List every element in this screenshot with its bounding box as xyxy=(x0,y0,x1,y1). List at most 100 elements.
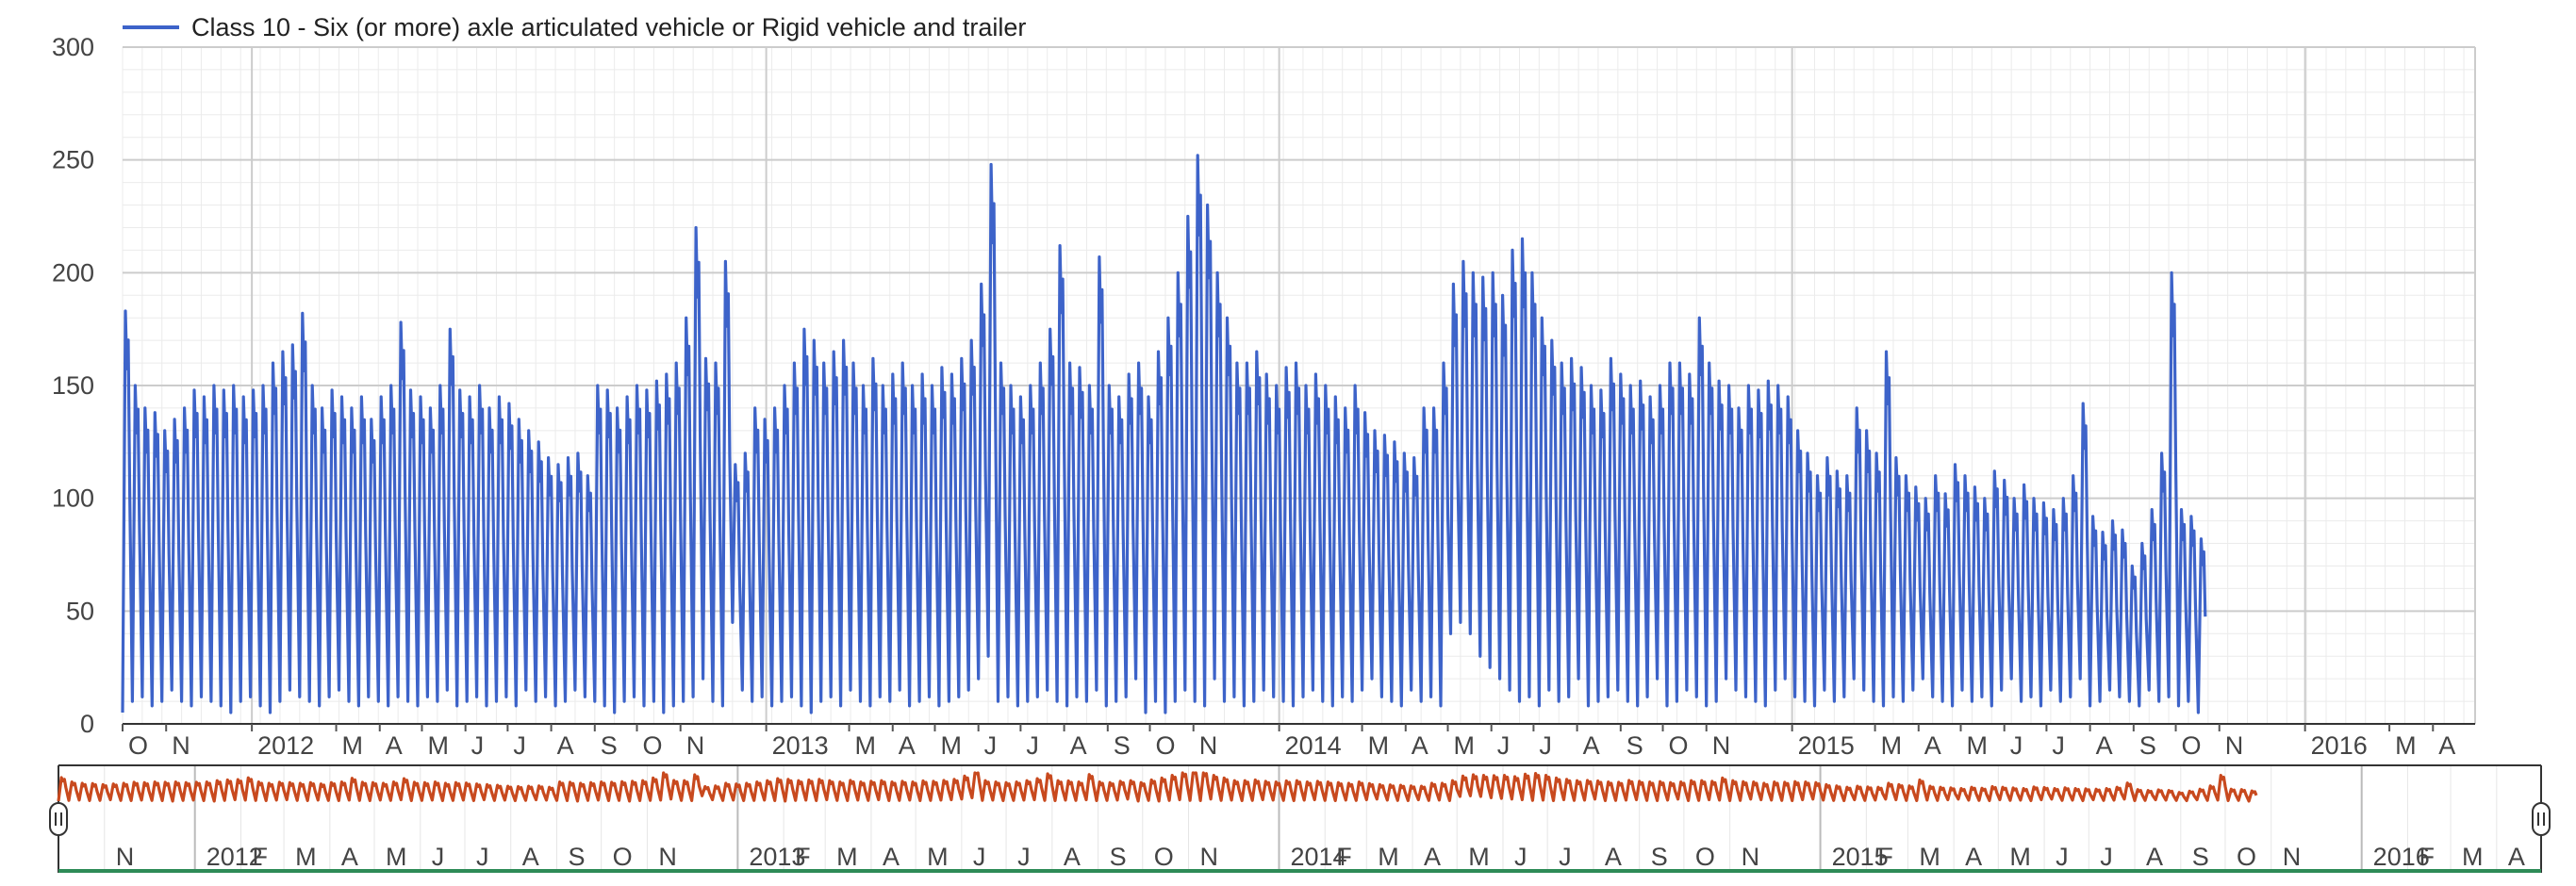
x-tick-label: M xyxy=(940,731,962,760)
navigator-tick-label: A xyxy=(2508,843,2525,871)
navigator-tick-label: M xyxy=(836,843,858,871)
navigator-tick-label: J xyxy=(2100,843,2113,871)
y-tick-label: 150 xyxy=(52,371,94,400)
x-tick-label: M xyxy=(1368,731,1390,760)
navigator-tick-label: O xyxy=(1154,843,1174,871)
x-tick-label: A xyxy=(1412,731,1428,760)
navigator-tick-label: N xyxy=(116,843,135,871)
navigator-tick-label: A xyxy=(341,843,358,871)
x-tick-label: 2016 xyxy=(2311,731,2368,760)
x-tick-label: O xyxy=(1156,731,1176,760)
handle-grip[interactable] xyxy=(2532,802,2551,836)
x-tick-label: M xyxy=(427,731,449,760)
x-tick-label: N xyxy=(2225,731,2244,760)
navigator-tick-label: S xyxy=(1651,843,1668,871)
x-tick-label: N xyxy=(1199,731,1218,760)
x-tick-label: J xyxy=(471,731,485,760)
x-tick-label: N xyxy=(1712,731,1731,760)
navigator-left-handle[interactable] xyxy=(49,802,68,836)
x-tick-label: A xyxy=(1583,731,1600,760)
x-tick-label: N xyxy=(172,731,190,760)
x-tick-label: M xyxy=(1453,731,1475,760)
x-tick-label: A xyxy=(899,731,916,760)
navigator-tick-label: N xyxy=(658,843,677,871)
y-tick-label: 250 xyxy=(52,146,94,174)
x-tick-label: 2013 xyxy=(772,731,829,760)
navigator-tick-label: O xyxy=(613,843,633,871)
navigator-tick-label: M xyxy=(1378,843,1399,871)
x-tick-label: M xyxy=(2395,731,2417,760)
navigator-right-handle[interactable] xyxy=(2532,802,2551,836)
legend-label: Class 10 - Six (or more) axle articulate… xyxy=(191,13,1026,41)
navigator-tick-label: J xyxy=(1559,843,1572,871)
navigator-tick-label: O xyxy=(1695,843,1715,871)
navigator-tick-label: J xyxy=(476,843,489,871)
x-tick-label: O xyxy=(1669,731,1689,760)
x-tick-label: N xyxy=(686,731,705,760)
navigator-tick-label: O xyxy=(2237,843,2256,871)
x-tick-label: O xyxy=(643,731,663,760)
navigator-tick-label: F xyxy=(2419,843,2435,871)
navigator-tick-label: J xyxy=(1017,843,1031,871)
navigator-tick-label: N xyxy=(1200,843,1219,871)
x-tick-label: J xyxy=(984,731,998,760)
navigator-tick-label: M xyxy=(295,843,317,871)
x-tick-label: A xyxy=(1924,731,1941,760)
navigator-tick-label: J xyxy=(432,843,445,871)
navigator-tick-label: S xyxy=(2192,843,2209,871)
navigator-tick-label: M xyxy=(1468,843,1490,871)
x-tick-label: S xyxy=(601,731,618,760)
x-tick-label: A xyxy=(386,731,403,760)
x-tick-label: J xyxy=(1539,731,1552,760)
x-tick-label: 2014 xyxy=(1285,731,1342,760)
handle-grip[interactable] xyxy=(49,802,68,836)
x-tick-label: 2012 xyxy=(257,731,314,760)
navigator-tick-label: J xyxy=(973,843,986,871)
x-axis-ticks: O N 2012 M A M J J A S O N 2013 M A M J J A S O N 2014 M A M J J A S O… xyxy=(122,724,2455,760)
navigator-tick-label: M xyxy=(386,843,407,871)
navigator-tick-label: A xyxy=(1965,843,1982,871)
navigator-tick-label: N xyxy=(2283,843,2302,871)
navigator-tick-label: J xyxy=(1514,843,1527,871)
navigator-tick-label: A xyxy=(1605,843,1622,871)
x-tick-label: M xyxy=(855,731,877,760)
navigator-tick-label: N xyxy=(1742,843,1760,871)
navigator-tick-label: M xyxy=(2462,843,2484,871)
x-tick-label: M xyxy=(342,731,364,760)
series-line xyxy=(121,154,2207,714)
navigator-tick-label: A xyxy=(883,843,900,871)
navigator-tick-label: M xyxy=(927,843,949,871)
navigator-tick-label: A xyxy=(1064,843,1081,871)
x-tick-label: S xyxy=(2139,731,2156,760)
x-tick-label: J xyxy=(1026,731,1039,760)
navigator-tick-label: A xyxy=(1424,843,1441,871)
navigator-tick-label: 2015 xyxy=(1832,843,1889,871)
navigator-tick-label: 2012 xyxy=(206,843,263,871)
navigator-tick-label: F xyxy=(252,843,268,871)
navigator-tick-label: A xyxy=(2146,843,2163,871)
navigator-tick-label: F xyxy=(1877,843,1893,871)
navigator-tick-label: J xyxy=(2056,843,2069,871)
navigator-tick-label: A xyxy=(522,843,539,871)
navigator-tick-label: M xyxy=(1919,843,1940,871)
navigator-tick-label: 2016 xyxy=(2373,843,2430,871)
navigator-tick-label: S xyxy=(1110,843,1127,871)
x-tick-label: M xyxy=(1966,731,1988,760)
legend[interactable]: Class 10 - Six (or more) axle articulate… xyxy=(123,13,1026,41)
navigator-tick-label: M xyxy=(2009,843,2031,871)
x-tick-label: A xyxy=(557,731,574,760)
x-tick-label: J xyxy=(1497,731,1511,760)
x-tick-label: O xyxy=(128,731,148,760)
navigator-series-line xyxy=(57,771,2258,803)
y-tick-label: 50 xyxy=(66,597,94,625)
y-tick-label: 0 xyxy=(80,710,94,738)
x-tick-label: S xyxy=(1627,731,1643,760)
x-tick-label: 2015 xyxy=(1798,731,1855,760)
x-tick-label: M xyxy=(1881,731,1903,760)
x-tick-label: S xyxy=(1114,731,1131,760)
x-tick-label: J xyxy=(2052,731,2065,760)
navigator-tick-label: S xyxy=(568,843,585,871)
